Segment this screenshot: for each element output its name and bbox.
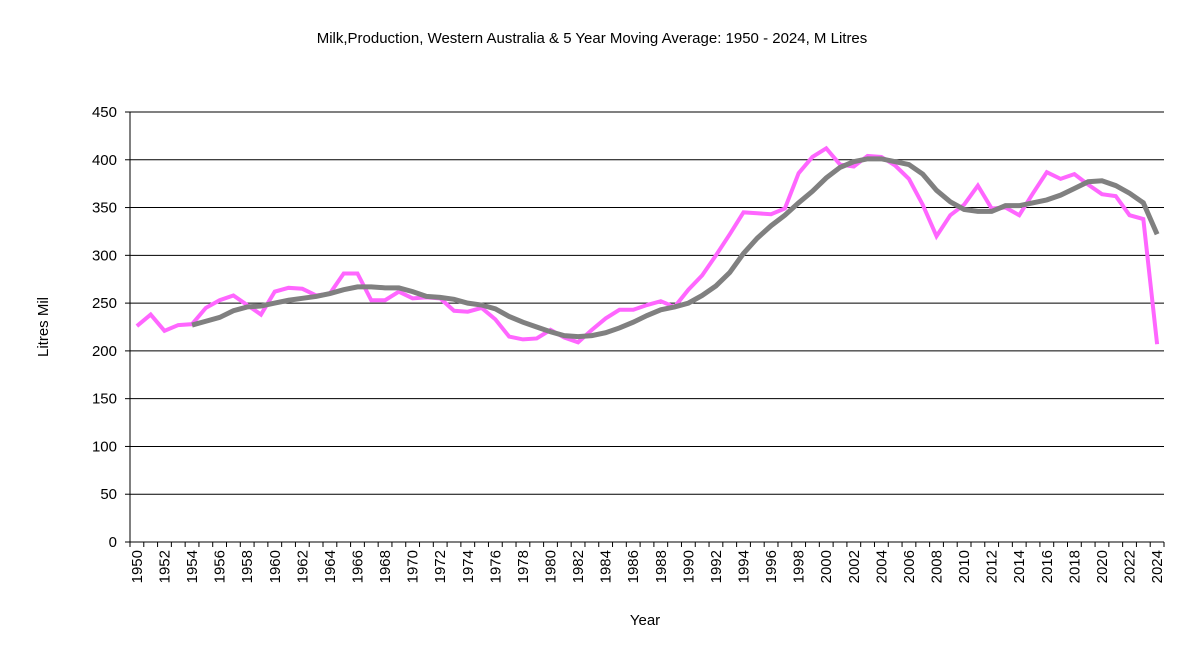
x-tick-label: 2012 (984, 550, 1001, 583)
x-tick-label: 1962 (294, 550, 311, 583)
x-tick-label: 1976 (487, 550, 504, 583)
x-axis-label: Year (630, 612, 660, 629)
x-tick-label: 1980 (542, 550, 559, 583)
x-tick-label: 1968 (377, 550, 394, 583)
x-tick-label: 1960 (267, 550, 284, 583)
x-tick-label: 1952 (156, 550, 173, 583)
x-tick-label: 1984 (598, 550, 615, 583)
x-tick-label: 1972 (432, 550, 449, 583)
x-tick-label: 2018 (1066, 550, 1083, 583)
x-tick-label: 1978 (515, 550, 532, 583)
y-tick-label: 200 (92, 343, 117, 360)
y-tick-label: 150 (92, 391, 117, 408)
x-tick-label: 1958 (239, 550, 256, 583)
y-axis-label: Litres Mil (35, 297, 52, 357)
x-tick-label: 1950 (129, 550, 146, 583)
x-tick-label: 2014 (1011, 550, 1028, 583)
x-tick-label: 1966 (349, 550, 366, 583)
x-tick-label: 1970 (405, 550, 422, 583)
series-lines (135, 145, 1160, 345)
x-tick-label: 1988 (653, 550, 670, 583)
series-points (192, 158, 1158, 337)
series-line-moving-average (191, 156, 1160, 340)
x-tick-label: 1974 (460, 550, 477, 583)
x-tick-label: 2004 (873, 550, 890, 583)
x-tick-label: 2010 (956, 550, 973, 583)
y-tick-label: 300 (92, 247, 117, 264)
x-tick-label: 2024 (1149, 550, 1166, 583)
x-tick-label: 1954 (184, 550, 201, 583)
x-tick-label: 2016 (1039, 550, 1056, 583)
x-tick-label: 1990 (680, 550, 697, 583)
x-tick-label: 1986 (625, 550, 642, 583)
y-tick-label: 0 (109, 534, 117, 551)
y-tick-label: 350 (92, 200, 117, 217)
x-tick-label: 1994 (736, 550, 753, 583)
x-axis-ticks: 1950 1952 1954 1956 1958 1960 1962 1964 1966 1968… (129, 542, 1166, 583)
chart-title: Milk,Production, Western Australia & 5 Y… (317, 30, 868, 47)
y-tick-label: 50 (100, 486, 117, 503)
x-tick-label: 2020 (1094, 550, 1111, 583)
x-tick-label: 2002 (846, 550, 863, 583)
x-tick-label: 2008 (929, 550, 946, 583)
y-tick-label: 250 (92, 295, 117, 312)
x-tick-label: 2022 (1122, 550, 1139, 583)
x-tick-label: 1956 (212, 550, 229, 583)
x-tick-label: 2006 (901, 550, 918, 583)
y-axis-ticks: 0 50 100 150 200 250 300 350 400 450 (92, 104, 130, 551)
x-tick-label: 2000 (818, 550, 835, 583)
x-tick-label: 1982 (570, 550, 587, 583)
x-tick-label: 1992 (708, 550, 725, 583)
x-tick-label: 1996 (763, 550, 780, 583)
y-tick-label: 400 (92, 152, 117, 169)
y-tick-label: 450 (92, 104, 117, 121)
x-tick-label: 1998 (791, 550, 808, 583)
x-tick-label: 1964 (322, 550, 339, 583)
y-tick-label: 100 (92, 438, 117, 455)
